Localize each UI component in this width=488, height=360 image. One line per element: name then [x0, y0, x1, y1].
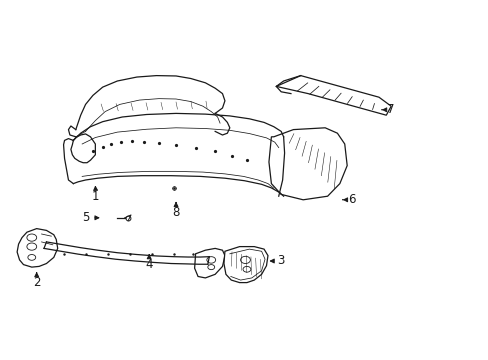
Text: 8: 8 — [172, 203, 180, 219]
Polygon shape — [194, 248, 224, 278]
Polygon shape — [17, 229, 58, 267]
Text: 7: 7 — [381, 103, 394, 116]
Text: 3: 3 — [270, 255, 285, 267]
Polygon shape — [276, 76, 390, 115]
Polygon shape — [224, 247, 267, 283]
Text: 2: 2 — [33, 273, 41, 289]
Text: 4: 4 — [145, 255, 153, 271]
Text: 1: 1 — [92, 186, 100, 203]
Polygon shape — [268, 128, 346, 200]
Text: 5: 5 — [81, 211, 99, 224]
Text: 6: 6 — [342, 193, 355, 206]
